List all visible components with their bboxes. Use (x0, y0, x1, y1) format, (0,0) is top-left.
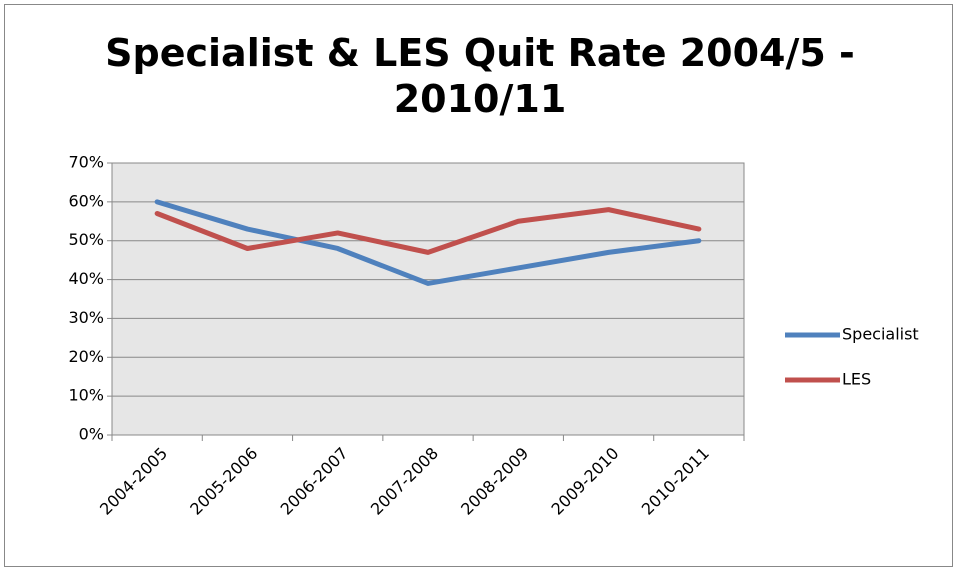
plot-area (111, 162, 745, 436)
x-tick-label: 2005-2006 (186, 444, 261, 519)
legend-label: LES (842, 370, 871, 389)
x-tick-label: 2007-2008 (367, 444, 442, 519)
y-tick-label: 70% (68, 153, 104, 172)
chart-border (4, 4, 953, 567)
y-tick-label: 20% (68, 347, 104, 366)
line-series (154, 207, 702, 255)
x-tick-label: 2010-2011 (638, 444, 713, 519)
y-tick-label: 60% (68, 191, 104, 210)
y-tick-label: 0% (79, 425, 104, 444)
x-tick-label: 2008-2009 (457, 444, 532, 519)
y-tick-label: 50% (68, 230, 104, 249)
y-tick-label: 30% (68, 308, 104, 327)
y-tick-label: 10% (68, 386, 104, 405)
x-tick-label: 2009-2010 (547, 444, 622, 519)
legend-label: Specialist (842, 325, 919, 344)
line-series (154, 199, 702, 286)
y-tick-label: 40% (68, 269, 104, 288)
x-tick-label: 2004-2005 (96, 444, 171, 519)
chart-title: Specialist & LES Quit Rate 2004/5 - 2010… (105, 31, 855, 121)
x-tick-label: 2006-2007 (277, 444, 352, 519)
